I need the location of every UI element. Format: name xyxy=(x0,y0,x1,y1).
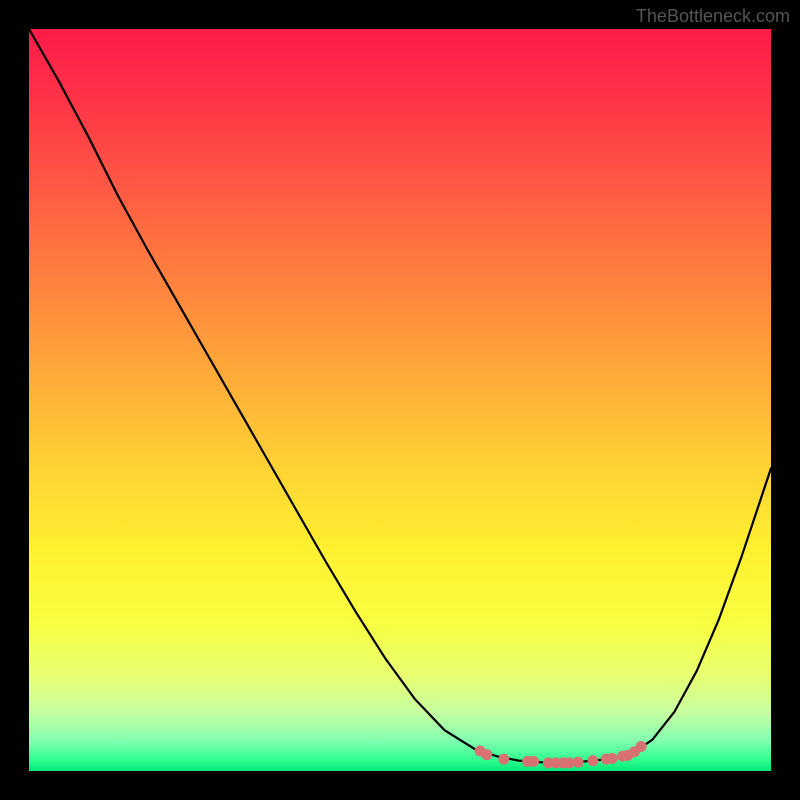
marker-dot xyxy=(481,749,492,760)
bottleneck-curve xyxy=(29,29,771,763)
marker-dot xyxy=(607,753,618,764)
marker-dot xyxy=(573,757,584,768)
marker-dot xyxy=(498,754,509,765)
plot-area xyxy=(29,29,771,771)
marker-dot xyxy=(636,741,647,752)
curve-layer xyxy=(29,29,771,771)
optimal-zone-markers xyxy=(475,741,647,768)
marker-dot xyxy=(587,755,598,766)
watermark-text: TheBottleneck.com xyxy=(636,6,790,27)
marker-dot xyxy=(528,756,539,767)
